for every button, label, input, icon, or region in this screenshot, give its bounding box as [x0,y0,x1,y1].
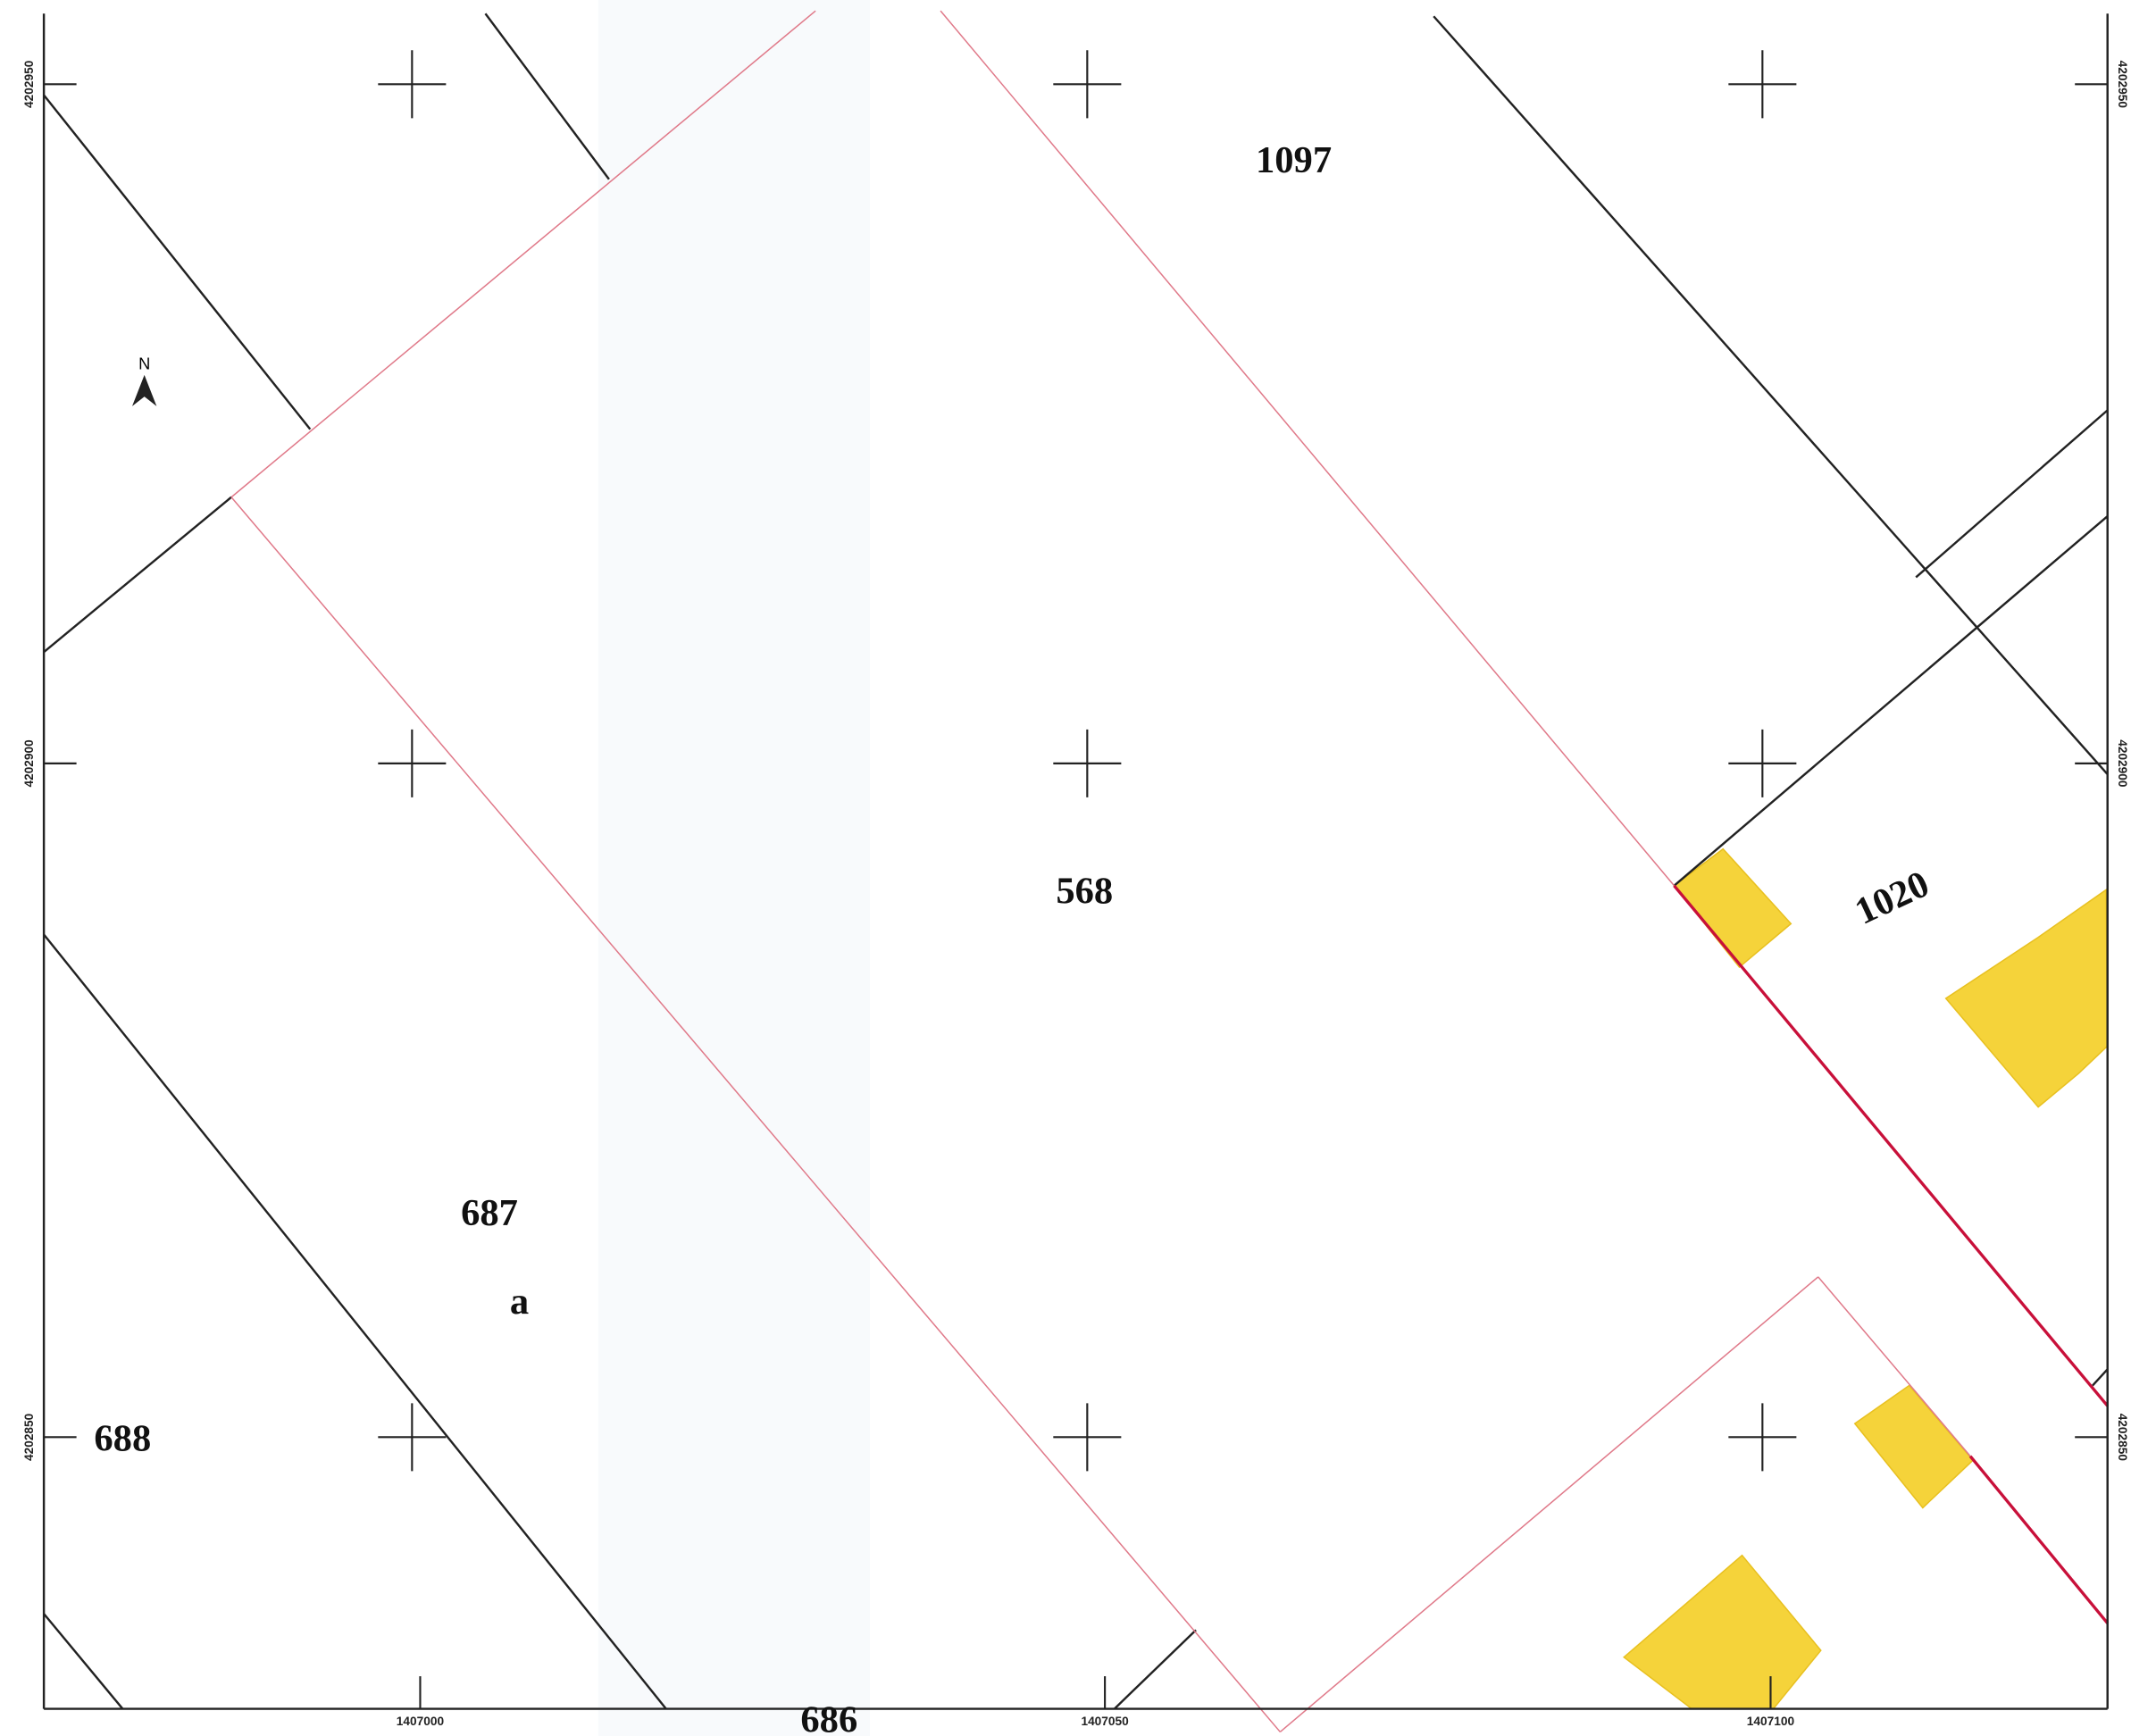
building [1622,1554,1822,1710]
y-coord-label: 4202950 [2116,61,2129,109]
boundary [43,496,232,654]
boundary [43,933,667,1710]
x-coord-label: 1407050 [1081,1715,1129,1728]
boundary [1915,409,2109,579]
north-label: N [138,355,150,373]
boundary [484,13,610,180]
boundary [2092,1368,2109,1387]
y-coord-label: 4202900 [2116,739,2129,788]
scan-shade [598,0,870,1736]
pink-boundary [1818,1276,1971,1457]
y-coord-label: 4202850 [2116,1414,2129,1462]
frame [42,13,2109,1710]
buildings [1622,847,2109,1710]
parcel-label: 1097 [1256,139,1332,181]
parcel-label: 686 [800,1698,857,1736]
red-boundary [1968,1455,2109,1624]
north-arrow: N [131,355,157,406]
boundary [43,94,312,430]
pink-boundary [940,10,1676,887]
red-boundary [1673,884,2109,1407]
parcel-label: 688 [94,1418,151,1460]
pink-boundary [230,10,816,498]
pink-boundary [1279,1276,1819,1733]
y-coord-label: 4202850 [22,1413,36,1461]
boundary [1673,515,2109,887]
grid-crosses [44,50,2108,1709]
parcel-label: a [510,1281,529,1323]
pink-boundary [230,497,1281,1732]
y-coord-label: 4202900 [22,739,36,788]
boundary [43,1613,124,1710]
x-coord-label: 1407000 [397,1715,445,1728]
x-coord-label: 1407100 [1747,1715,1795,1728]
parcel-lines [43,10,2109,1733]
parcel-label: 568 [1056,871,1113,913]
boundary [1113,1629,1197,1710]
coordinate-labels: 1407000 1407050 1407100 4202950 4202950 42029… [22,60,2129,1728]
boundary [1433,15,2109,775]
y-coord-label: 4202950 [22,60,36,108]
north-arrow-icon [131,374,157,406]
parcel-label: 687 [461,1192,518,1234]
